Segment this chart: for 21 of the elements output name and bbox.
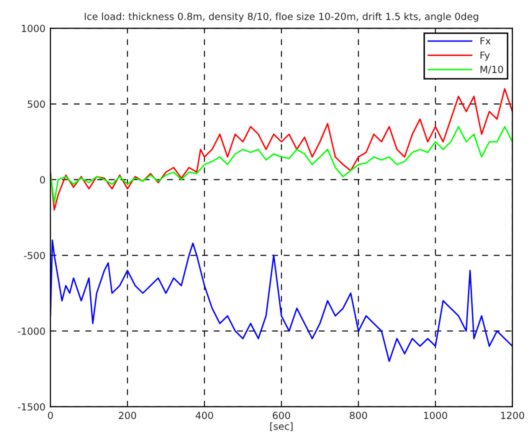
legend-label: M/10 xyxy=(480,66,504,74)
legend-label: Fy xyxy=(480,52,490,61)
x-tick-label: 1200 xyxy=(501,412,524,420)
y-tick-label: -500 xyxy=(24,252,45,260)
y-tick-label: 1000 xyxy=(22,24,45,32)
y-tick-label: -1500 xyxy=(18,403,45,411)
x-axis-title: [sec] xyxy=(270,422,293,432)
y-tick-label: 500 xyxy=(28,100,45,108)
x-tick-label: 0 xyxy=(48,412,53,420)
x-tick-label: 800 xyxy=(350,412,368,420)
x-tick-label: 1000 xyxy=(424,412,448,420)
legend-label: Fx xyxy=(480,37,491,44)
line-series xyxy=(50,126,512,204)
chart-title: Ice load: thickness 0.8m, density 8/10, floe size 10-20m, drift 1.5 kts, angle 0deg xyxy=(84,12,478,22)
y-tick-label: 0 xyxy=(40,176,45,184)
y-tick-label: -1000 xyxy=(18,328,45,335)
x-tick-label: 400 xyxy=(196,412,214,420)
x-tick-label: 600 xyxy=(272,412,290,420)
line-series xyxy=(50,88,512,211)
x-tick-label: 200 xyxy=(118,412,136,420)
line-series xyxy=(50,240,512,362)
